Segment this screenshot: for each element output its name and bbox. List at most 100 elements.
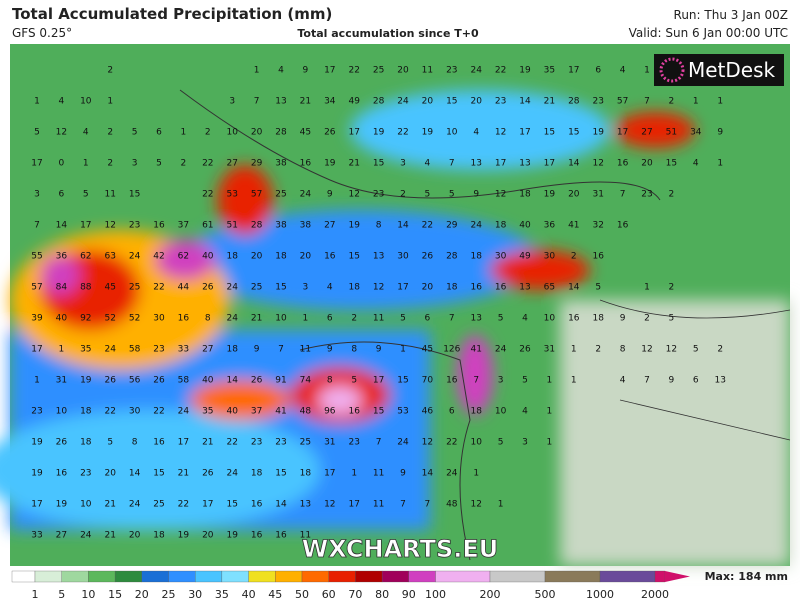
map-value: 28 [568, 97, 580, 107]
map-value: 20 [251, 128, 263, 138]
map-value: 53 [226, 190, 237, 200]
map-value: 45 [300, 128, 311, 138]
map-value: 18 [495, 221, 507, 231]
map-value: 17 [397, 283, 408, 293]
map-value: 22 [446, 438, 457, 448]
map-value: 37 [178, 221, 189, 231]
map-value: 16 [251, 500, 263, 510]
map-value: 10 [544, 314, 556, 324]
map-value: 1 [34, 376, 40, 386]
map-value: 12 [422, 438, 433, 448]
run: Run: Thu 3 Jan 00Z [674, 8, 788, 22]
map-value: 9 [717, 128, 723, 138]
map-value: 19 [422, 128, 434, 138]
map-value: 11 [373, 500, 384, 510]
map-value: 126 [443, 345, 460, 355]
map-value: 19 [31, 438, 43, 448]
map-value: 17 [80, 221, 91, 231]
map-value: 23 [495, 97, 506, 107]
map-value: 16 [617, 221, 629, 231]
map-value: 5 [132, 128, 138, 138]
colorbar-segment [168, 570, 196, 583]
map-labels: 2 1 4 9 17 22 25 20 11 23 24 22 19 35 17 6 4 11 4 10 1 3 7 13 21… [31, 66, 726, 541]
map-value: 7 [376, 438, 382, 448]
map-value: 15 [446, 97, 457, 107]
colorbar-segment [544, 570, 601, 583]
map-value: 30 [495, 252, 507, 262]
colorbar-label: 90 [402, 588, 416, 601]
map-value: 37 [251, 407, 262, 417]
map-value: 38 [275, 221, 287, 231]
map-value: 2 [644, 314, 650, 324]
map-value: 30 [153, 314, 165, 324]
map-value: 22 [178, 500, 189, 510]
map-value: 1 [644, 283, 650, 293]
map-value: 13 [714, 376, 725, 386]
map-value: 62 [178, 252, 189, 262]
map-value: 6 [693, 376, 699, 386]
map-value: 6 [327, 314, 333, 324]
map-value: 28 [373, 97, 385, 107]
map-value: 20 [470, 97, 482, 107]
map-value: 8 [620, 345, 626, 355]
map-value: 27 [202, 345, 213, 355]
map-value: 12 [324, 500, 335, 510]
map-value: 16 [495, 283, 507, 293]
map-value: 17 [202, 500, 213, 510]
map-value: 26 [202, 469, 214, 479]
map-value: 28 [446, 252, 458, 262]
map-value: 18 [446, 283, 458, 293]
map-value: 17 [31, 159, 42, 169]
map-value: 16 [446, 376, 458, 386]
colorbar-label: 500 [535, 588, 556, 601]
map-value: 3 [522, 438, 528, 448]
map-value: 22 [226, 438, 237, 448]
map-value: 15 [348, 252, 359, 262]
map-value: 16 [470, 283, 482, 293]
map-value: 35 [544, 66, 555, 76]
map-value: 18 [348, 283, 360, 293]
map-value: 65 [544, 283, 555, 293]
map-value: 25 [300, 438, 311, 448]
colorbar-segment [248, 570, 276, 583]
map-value: 36 [544, 221, 556, 231]
map-value: 3 [400, 159, 406, 169]
map-value: 13 [373, 252, 384, 262]
map-value: 11 [373, 469, 384, 479]
colorbar-label: 20 [135, 588, 149, 601]
map-value: 9 [620, 314, 626, 324]
map-value: 1 [547, 407, 553, 417]
map-value: 34 [690, 128, 702, 138]
map-value: 53 [397, 407, 408, 417]
colorbar-label: 10 [81, 588, 95, 601]
map-value: 22 [348, 66, 359, 76]
map-value: 9 [376, 345, 382, 355]
map-value: 24 [226, 314, 238, 324]
colorbar-label: 80 [375, 588, 389, 601]
map-value: 4 [522, 407, 528, 417]
map-value: 23 [275, 438, 286, 448]
map-value: 20 [397, 66, 409, 76]
map-value: 8 [132, 438, 138, 448]
colorbar-segment [301, 570, 329, 583]
map-value: 24 [226, 469, 238, 479]
map-value: 17 [348, 500, 359, 510]
map-value: 45 [104, 283, 115, 293]
map-value: 25 [275, 190, 286, 200]
map-value: 17 [373, 376, 384, 386]
map-value: 1 [498, 500, 504, 510]
map-value: 41 [470, 345, 481, 355]
map-value: 14 [129, 469, 141, 479]
map-value: 17 [31, 345, 42, 355]
map-value: 40 [202, 376, 214, 386]
map-value: 10 [470, 438, 482, 448]
map-value: 57 [31, 283, 42, 293]
map-value: 2 [181, 159, 187, 169]
map-value: 24 [226, 283, 238, 293]
map-value: 9 [400, 469, 406, 479]
map-value: 7 [400, 500, 406, 510]
map-value: 46 [422, 407, 434, 417]
colorbar-arrow [665, 571, 690, 582]
map-value: 13 [470, 314, 481, 324]
map-value: 22 [397, 128, 408, 138]
